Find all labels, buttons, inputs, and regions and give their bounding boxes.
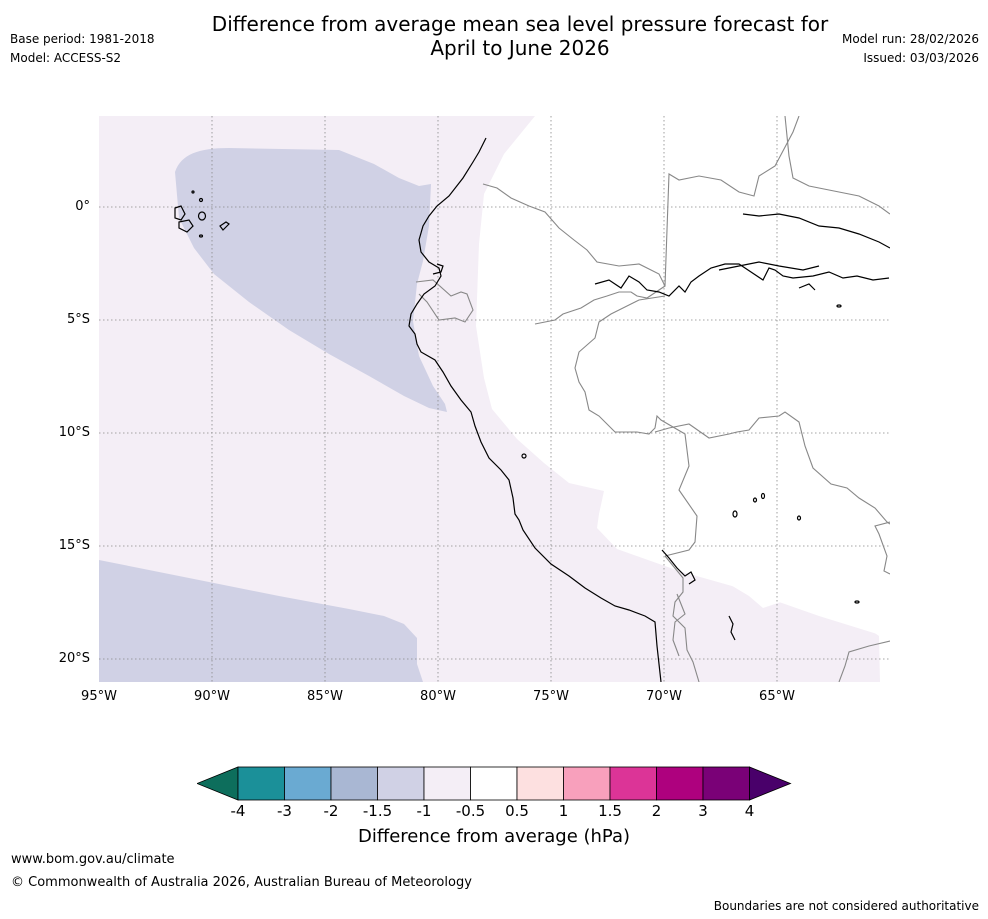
colorbar-cell	[285, 767, 332, 800]
lat-label-20s: 20°S	[45, 651, 90, 666]
lat-label-15s: 15°S	[45, 538, 90, 553]
colorbar-tick-label: -1.5	[358, 802, 398, 820]
colorbar-cell	[564, 767, 611, 800]
colorbar-cell	[471, 767, 518, 800]
pressure-anomaly-map	[99, 116, 890, 682]
colorbar-tick-label: -2	[311, 802, 351, 820]
colorbar-label: Difference from average (hPa)	[0, 826, 988, 847]
colorbar-tick-label: 0.5	[497, 802, 537, 820]
website-text: www.bom.gov.au/climate	[11, 852, 175, 867]
colorbar-cell	[657, 767, 704, 800]
lon-label-90w: 90°W	[187, 689, 237, 704]
lat-label-10s: 10°S	[45, 425, 90, 440]
colorbar-tick-label: 1	[544, 802, 584, 820]
issued-text: Issued: 03/03/2026	[863, 49, 979, 68]
colorbar-tick-label: -4	[218, 802, 258, 820]
colorbar-extend-low	[197, 767, 238, 800]
lon-label-65w: 65°W	[752, 689, 802, 704]
lon-label-70w: 70°W	[639, 689, 689, 704]
lon-label-95w: 95°W	[74, 689, 124, 704]
copyright-text: © Commonwealth of Australia 2026, Austra…	[11, 875, 472, 890]
lon-label-75w: 75°W	[526, 689, 576, 704]
colorbar-tick-label: 2	[637, 802, 677, 820]
colorbar-tick-label: -0.5	[451, 802, 491, 820]
colorbar-tick-label: 4	[730, 802, 770, 820]
colorbar-cells	[197, 767, 791, 800]
title-line-2: April to June 2026	[150, 36, 890, 60]
colorbar-tick-label: -1	[404, 802, 444, 820]
colorbar-cell	[610, 767, 657, 800]
colorbar-tick-label: 1.5	[590, 802, 630, 820]
colorbar-cell	[703, 767, 750, 800]
colorbar-cell	[238, 767, 285, 800]
model-text: Model: ACCESS-S2	[10, 49, 121, 68]
colorbar-tick-label: 3	[683, 802, 723, 820]
colorbar-cell	[424, 767, 471, 800]
lat-label-5s: 5°S	[45, 312, 90, 327]
colorbar	[197, 766, 793, 802]
lon-label-80w: 80°W	[413, 689, 463, 704]
colorbar-tick-label: -3	[265, 802, 305, 820]
map-title: Difference from average mean sea level p…	[150, 12, 890, 60]
colorbar-extend-high	[750, 767, 791, 800]
disclaimer-text: Boundaries are not considered authoritat…	[714, 899, 979, 913]
base-period-text: Base period: 1981-2018	[10, 30, 155, 49]
title-line-1: Difference from average mean sea level p…	[150, 12, 890, 36]
lon-label-85w: 85°W	[300, 689, 350, 704]
colorbar-cell	[331, 767, 378, 800]
colorbar-cell	[378, 767, 425, 800]
colorbar-cell	[517, 767, 564, 800]
lat-label-0: 0°	[45, 199, 90, 214]
model-run-text: Model run: 28/02/2026	[842, 30, 979, 49]
